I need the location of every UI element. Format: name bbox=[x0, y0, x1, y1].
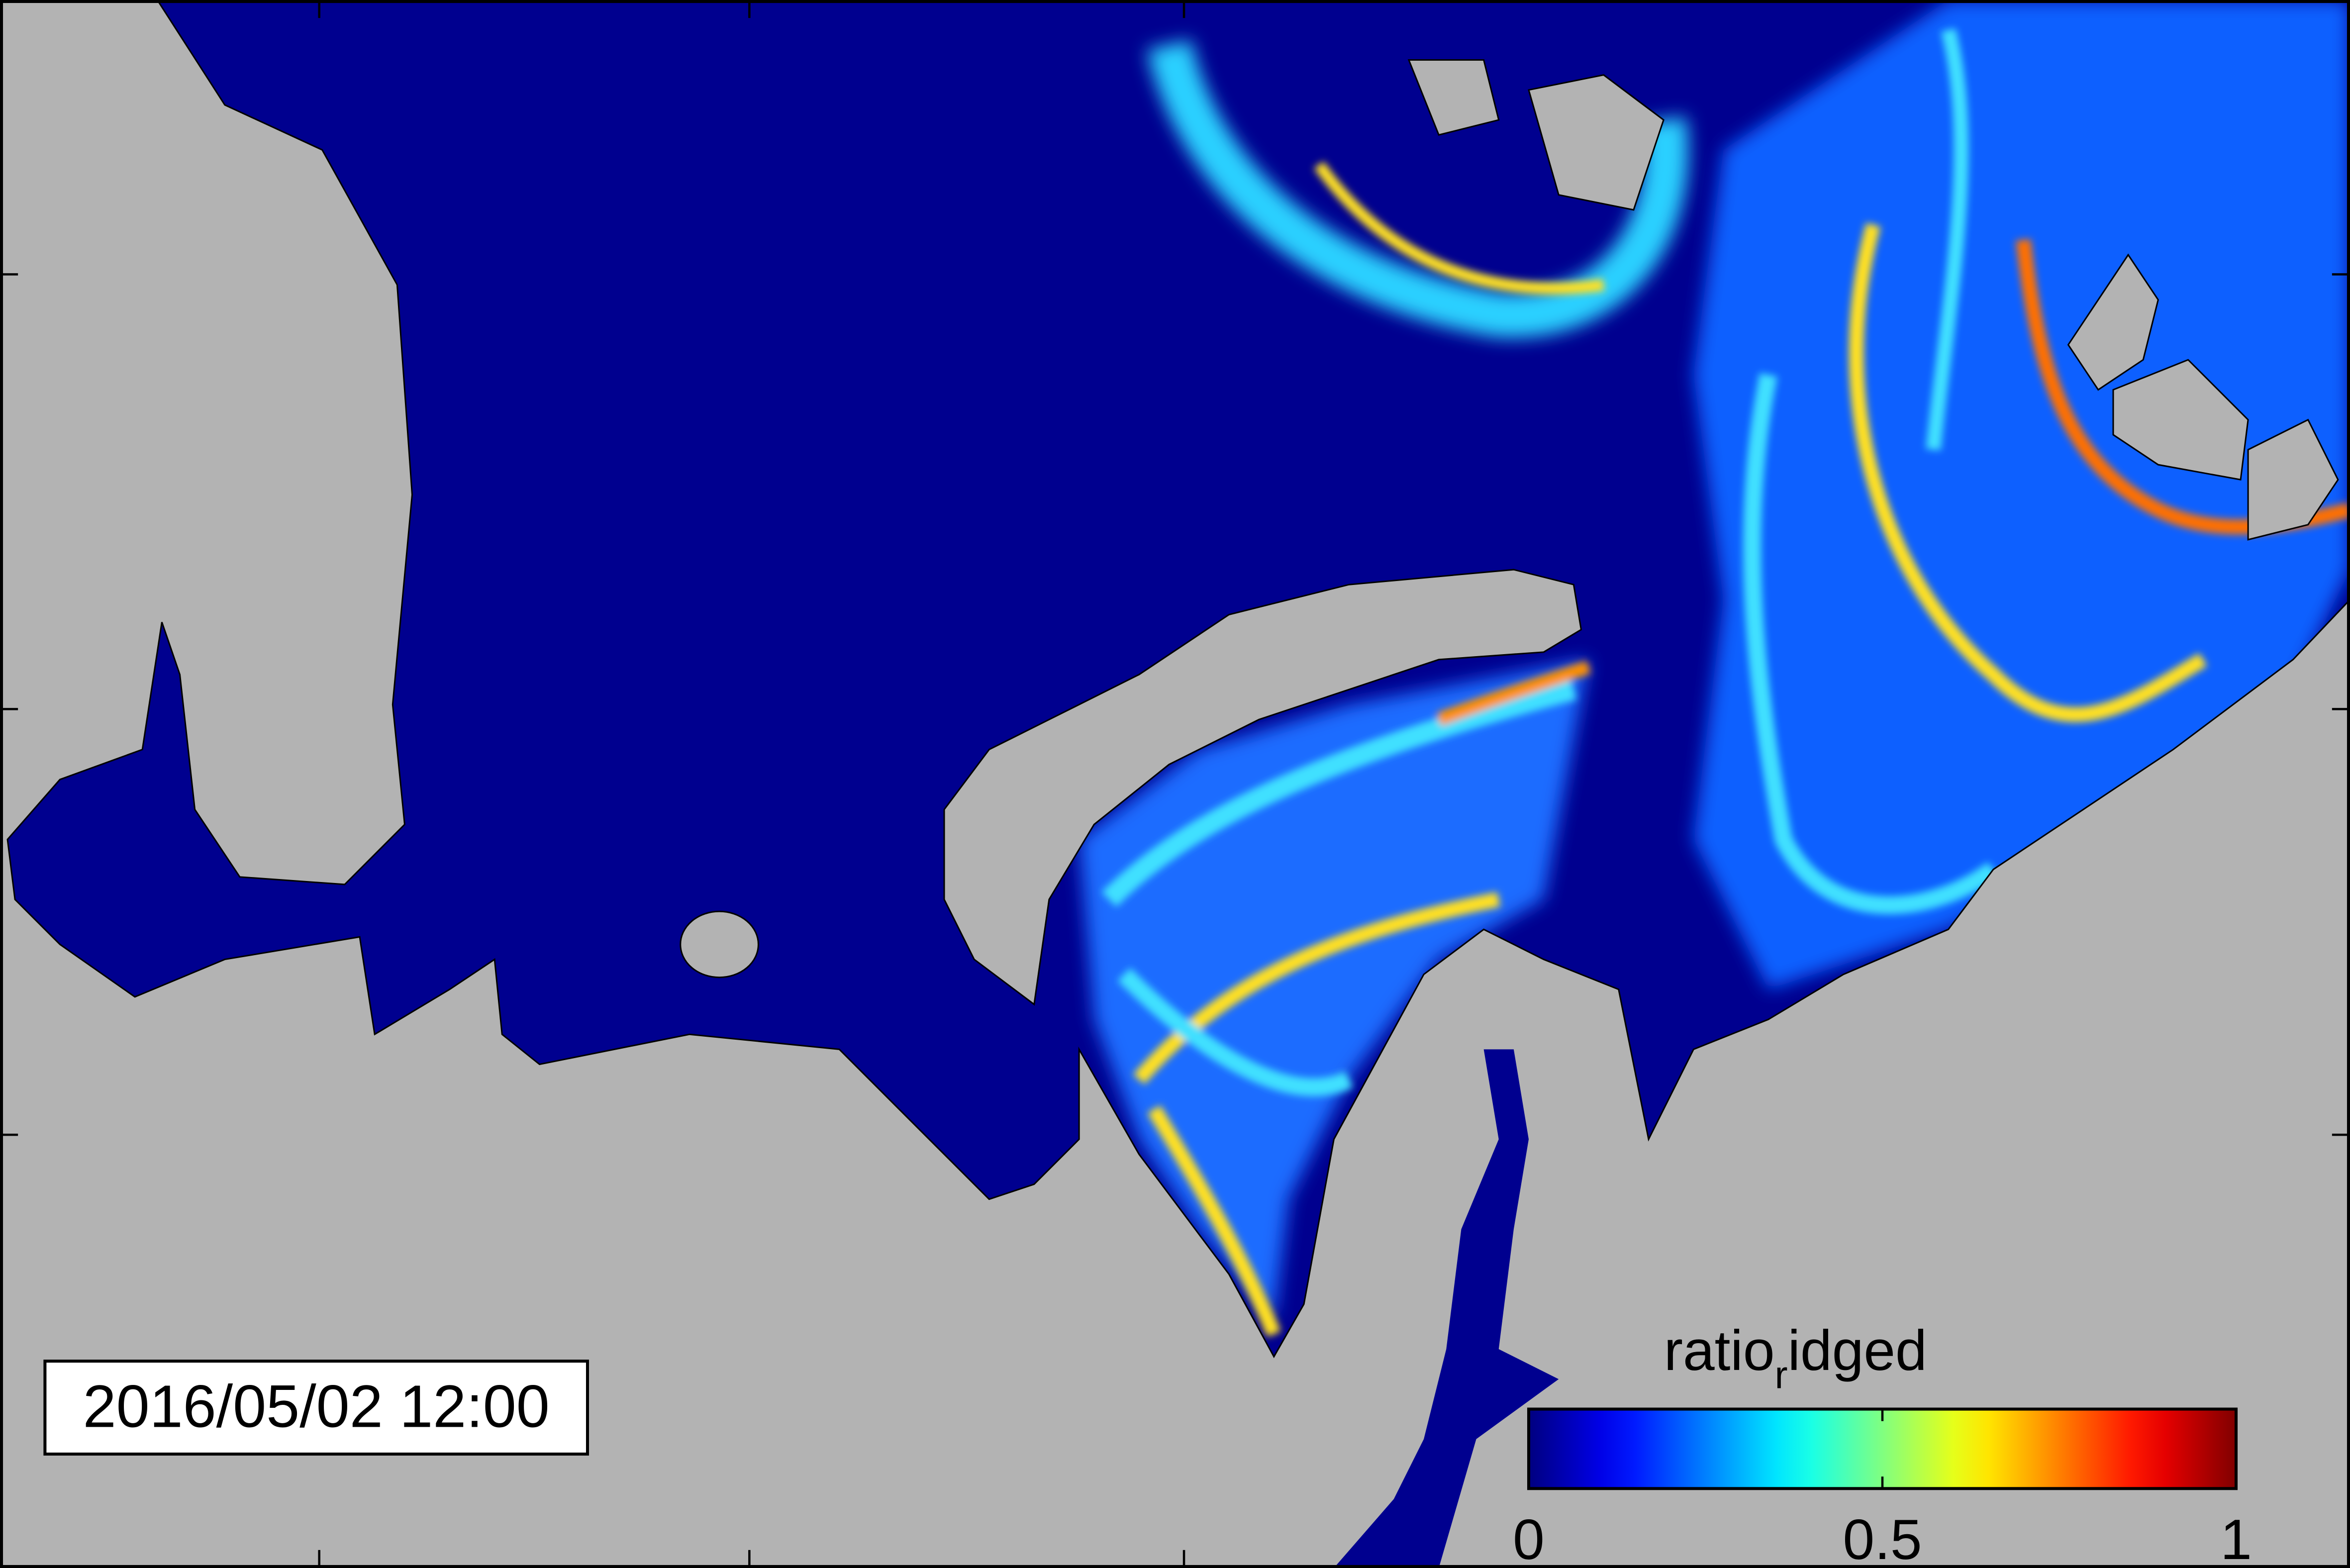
peninsula bbox=[943, 569, 1582, 1006]
island bbox=[1407, 59, 1500, 136]
ice-ridge bbox=[1147, 1105, 1281, 1337]
ice-ridge bbox=[1849, 223, 2207, 722]
ice-ridge bbox=[1133, 892, 1500, 1084]
colorbar-tick-label: 0 bbox=[1513, 1508, 1545, 1568]
ice-ridge bbox=[1926, 28, 1969, 451]
ice-ridge bbox=[1101, 679, 1576, 907]
colorbar-tick-label: 0.5 bbox=[1843, 1508, 1922, 1568]
island bbox=[2067, 253, 2159, 391]
river bbox=[1334, 1049, 1559, 1568]
island bbox=[2247, 418, 2339, 541]
island bbox=[2112, 359, 2249, 481]
colorbar-title: ratioridged bbox=[1664, 1319, 1927, 1396]
ice-band bbox=[1147, 40, 1688, 338]
island bbox=[1528, 74, 1665, 211]
ice-ridge bbox=[1436, 661, 1591, 726]
colorbar-tick-label: 1 bbox=[2220, 1508, 2252, 1568]
colorbar-title-part: idged bbox=[1788, 1319, 1927, 1382]
colorbar-title-part: ratio bbox=[1664, 1319, 1775, 1382]
ice-ridge bbox=[1743, 373, 1999, 914]
ice-ridge bbox=[1314, 161, 1605, 294]
ice-ridge bbox=[1117, 968, 1353, 1096]
colorbar-title-subscript: r bbox=[1775, 1353, 1788, 1396]
island bbox=[680, 910, 759, 979]
timestamp: 2016/05/02 12:00 bbox=[83, 1373, 550, 1440]
timestamp-box bbox=[43, 1360, 589, 1456]
